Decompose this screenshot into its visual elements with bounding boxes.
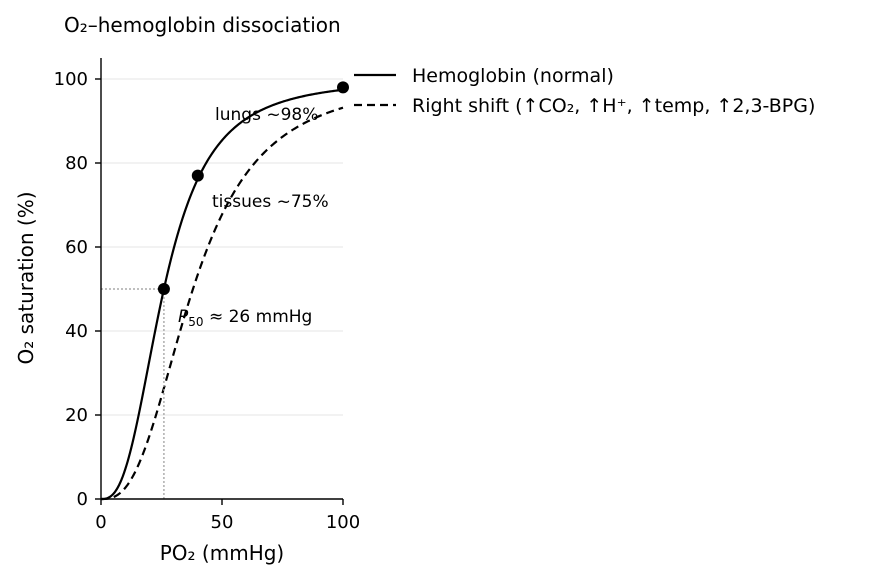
p50-reference-lines (101, 288, 165, 499)
annotation-tissues: tissues ~75% (212, 192, 329, 212)
marker-point-0 (157, 283, 170, 295)
annotations: lungs ~98% tissues ~75% P50 ≈ 26 mmHg (178, 105, 329, 329)
series-right-shift-line (101, 106, 344, 501)
y-tick-label-60: 60 (65, 237, 88, 258)
x-tick-label-50: 50 (211, 512, 234, 533)
markers (157, 81, 349, 295)
y-tick-label-40: 40 (65, 321, 88, 342)
grid-lines (101, 78, 343, 416)
y-tick-label-100: 100 (54, 69, 88, 90)
series-normal-line (100, 88, 344, 501)
legend: Hemoglobin (normal) Right shift (↑CO₂, ↑… (354, 65, 815, 117)
y-axis-label: O₂ saturation (%) (14, 191, 38, 364)
annotation-p50-symbol: P (178, 307, 189, 327)
y-tick-label-20: 20 (65, 405, 88, 426)
marker-point-1 (191, 169, 204, 182)
x-tick-label-0: 0 (95, 512, 106, 533)
chart-title: O₂–hemoglobin dissociation (64, 13, 341, 37)
annotation-p50: P50 ≈ 26 mmHg (178, 307, 312, 329)
legend-label-normal: Hemoglobin (normal) (412, 65, 614, 87)
x-axis-label: PO₂ (mmHg) (160, 541, 284, 565)
curves (100, 88, 344, 501)
marker-point-2 (337, 81, 349, 94)
x-tick-label-100: 100 (326, 512, 360, 533)
annotation-lungs: lungs ~98% (215, 105, 318, 125)
ticks: 0 50 100 0 20 40 60 80 100 (54, 69, 361, 533)
legend-label-right-shift: Right shift (↑CO₂, ↑H⁺, ↑temp, ↑2,3-BPG) (412, 95, 815, 117)
y-tick-label-80: 80 (65, 153, 88, 174)
annotation-p50-text: ≈ 26 mmHg (204, 307, 313, 327)
annotation-p50-subscript: 50 (188, 315, 203, 329)
y-tick-label-0: 0 (77, 489, 88, 510)
